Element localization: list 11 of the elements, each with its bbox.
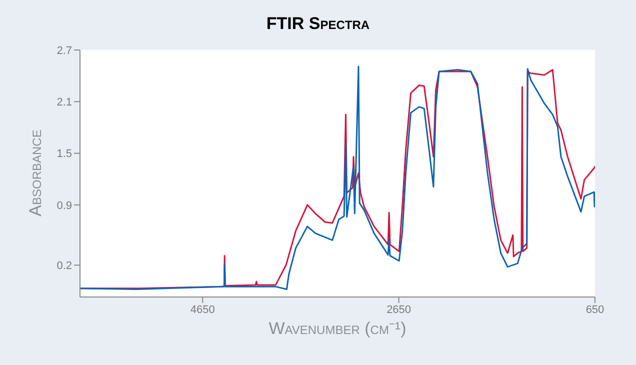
x-tick-label: 4650 [190,304,215,316]
y-tick-label: 0.9 [56,200,72,212]
x-axis-title: Wavenumber (cm⁻¹) [268,318,408,339]
x-tick-label: 650 [586,304,604,316]
y-tick-label: 0.2 [56,260,72,272]
y-tick-label: 2.1 [56,96,72,109]
chart-title: FTIR Spectra [265,14,371,34]
y-axis-title: Absorbance [26,130,46,216]
y-tick-label: 2.7 [56,44,72,57]
x-tick-label: 2650 [386,304,412,316]
y-tick-label: 1.5 [56,148,72,160]
